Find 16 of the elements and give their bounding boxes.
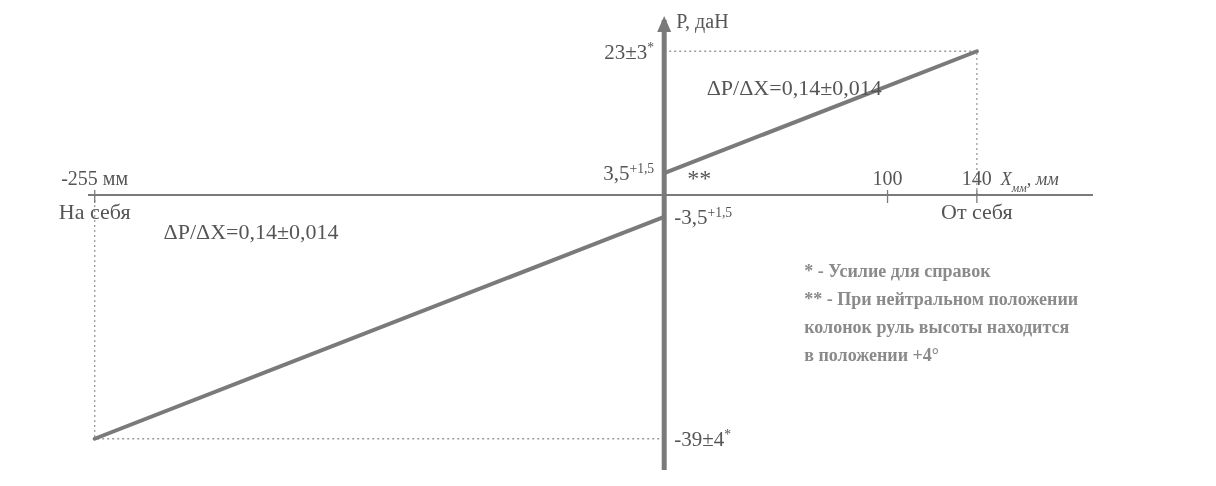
- ref-line-label: 23±3$^{*}$: [604, 39, 655, 64]
- data-label: 3,5$^{+1,5}$: [603, 160, 655, 186]
- data-label: -3,5$^{+1,5}$: [674, 204, 733, 230]
- x-tick-label: 100: [872, 167, 903, 189]
- annotation: * - Усилие для справок: [804, 261, 992, 281]
- annotation: На себя: [58, 199, 131, 224]
- annotation: От себя: [941, 199, 1013, 224]
- annotation: ** - При нейтральном положении колонок руль высоты находится в положении +4°: [804, 289, 1079, 365]
- annotation: ΔP/ΔX=0,14±0,014: [163, 218, 339, 244]
- ref-line-label: -39±4$^{*}$: [674, 426, 732, 452]
- annotation: ΔP/ΔX=0,14±0,014: [706, 75, 882, 100]
- x-tick-label: -255 мм: [61, 167, 129, 189]
- annotation: **: [687, 164, 712, 191]
- x-axis-title: X$_{мм}$, мм: [999, 169, 1060, 195]
- x-tick-label: 140: [961, 167, 992, 189]
- y-axis-title: P, даН: [676, 10, 729, 33]
